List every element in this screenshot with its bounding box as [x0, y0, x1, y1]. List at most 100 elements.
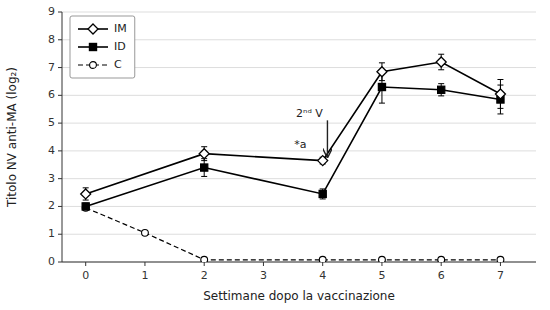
- axes: 012345670123456789: [48, 5, 536, 282]
- y-tick: [58, 206, 62, 207]
- y-tick: [58, 95, 62, 96]
- point: [142, 229, 149, 236]
- y-tick-label: 7: [48, 61, 55, 74]
- y-tick-label: 4: [48, 144, 55, 157]
- series: [82, 71, 504, 210]
- error-bar: [320, 189, 326, 199]
- x-tick: [144, 262, 145, 266]
- point: [438, 86, 445, 93]
- series-line: [86, 87, 501, 206]
- error-bar-cap: [438, 83, 444, 84]
- annotation: *a: [294, 138, 306, 151]
- grid-line: [62, 206, 536, 207]
- x-tick: [441, 262, 442, 266]
- x-tick-label: 0: [82, 269, 89, 282]
- legend-marker: [90, 62, 97, 69]
- error-bar: [438, 84, 444, 96]
- y-tick-label: 3: [48, 172, 55, 185]
- y-tick-label: 9: [48, 5, 55, 18]
- grid-line: [62, 12, 536, 13]
- error-bar-cap: [379, 80, 385, 81]
- point: [377, 67, 387, 77]
- y-axis-label: Titolo NV anti-MA (log₂): [5, 67, 19, 208]
- error-bar-cap: [379, 62, 385, 63]
- point: [438, 256, 445, 262]
- error-bar-cap: [201, 160, 207, 161]
- y-tick: [58, 67, 62, 68]
- error-bar-cap: [320, 188, 326, 189]
- legend-label: C: [114, 58, 122, 71]
- grid: [62, 12, 536, 262]
- point: [319, 190, 326, 197]
- grid-line: [62, 95, 536, 96]
- x-tick: [322, 262, 323, 266]
- point: [497, 256, 504, 262]
- chart: 012345670123456789Settimane dopo la vacc…: [0, 0, 550, 310]
- x-tick-label: 2: [201, 269, 208, 282]
- series-line: [86, 208, 501, 260]
- point: [495, 89, 505, 99]
- legend-label: ID: [114, 40, 126, 53]
- x-tick-label: 6: [438, 269, 445, 282]
- y-tick: [58, 178, 62, 179]
- annotation: 2ⁿᵈ V: [296, 107, 323, 120]
- error-bar-cap: [379, 103, 385, 104]
- legend-box: [70, 16, 135, 78]
- y-axis-line: [62, 12, 63, 262]
- error-bar-cap: [438, 95, 444, 96]
- legend-label: IM: [114, 22, 127, 35]
- y-tick-label: 8: [48, 33, 55, 46]
- x-axis-line: [62, 262, 536, 263]
- point: [201, 164, 208, 171]
- series: [82, 204, 504, 262]
- x-tick: [263, 262, 264, 266]
- y-tick: [58, 150, 62, 151]
- point: [436, 57, 446, 67]
- error-bar-cap: [320, 198, 326, 199]
- annotation-arrow: [327, 120, 328, 157]
- point: [379, 256, 386, 262]
- legend-item: ID: [78, 40, 126, 53]
- grid-line: [62, 234, 536, 235]
- x-axis-label: Settimane dopo la vaccinazione: [203, 289, 395, 303]
- x-tick: [204, 262, 205, 266]
- point: [199, 149, 209, 159]
- point: [319, 256, 326, 262]
- y-tick: [58, 234, 62, 235]
- legend-marker: [88, 24, 98, 34]
- error-bar-cap: [201, 176, 207, 177]
- x-tick-label: 1: [141, 269, 148, 282]
- x-tick: [85, 262, 86, 266]
- y-tick: [58, 12, 62, 13]
- point: [82, 203, 89, 210]
- point: [81, 189, 91, 199]
- error-bar-cap: [201, 146, 207, 147]
- x-tick: [381, 262, 382, 266]
- y-tick-label: 1: [48, 227, 55, 240]
- error-bar: [83, 203, 89, 210]
- point: [318, 156, 328, 166]
- point: [201, 256, 208, 262]
- grid-line: [62, 123, 536, 124]
- error-bar-cap: [438, 54, 444, 55]
- series: [81, 54, 506, 200]
- legend-item: C: [78, 58, 122, 71]
- y-tick-label: 5: [48, 116, 55, 129]
- y-tick-label: 6: [48, 88, 55, 101]
- x-tick-label: 7: [497, 269, 504, 282]
- y-tick: [58, 123, 62, 124]
- plot-area: [81, 54, 506, 262]
- error-bar-cap: [497, 113, 503, 114]
- point: [378, 83, 385, 90]
- legend-item: IM: [78, 22, 127, 35]
- x-tick-label: 3: [260, 269, 267, 282]
- error-bar: [201, 159, 207, 177]
- error-bar-cap: [497, 79, 503, 80]
- grid-line: [62, 262, 536, 263]
- y-tick-label: 2: [48, 199, 55, 212]
- annotations: 2ⁿᵈ V *a: [294, 107, 327, 157]
- legend-marker: [89, 43, 96, 50]
- x-tick-label: 5: [378, 269, 385, 282]
- legend: IM ID C: [70, 16, 135, 78]
- x-tick-label: 4: [319, 269, 326, 282]
